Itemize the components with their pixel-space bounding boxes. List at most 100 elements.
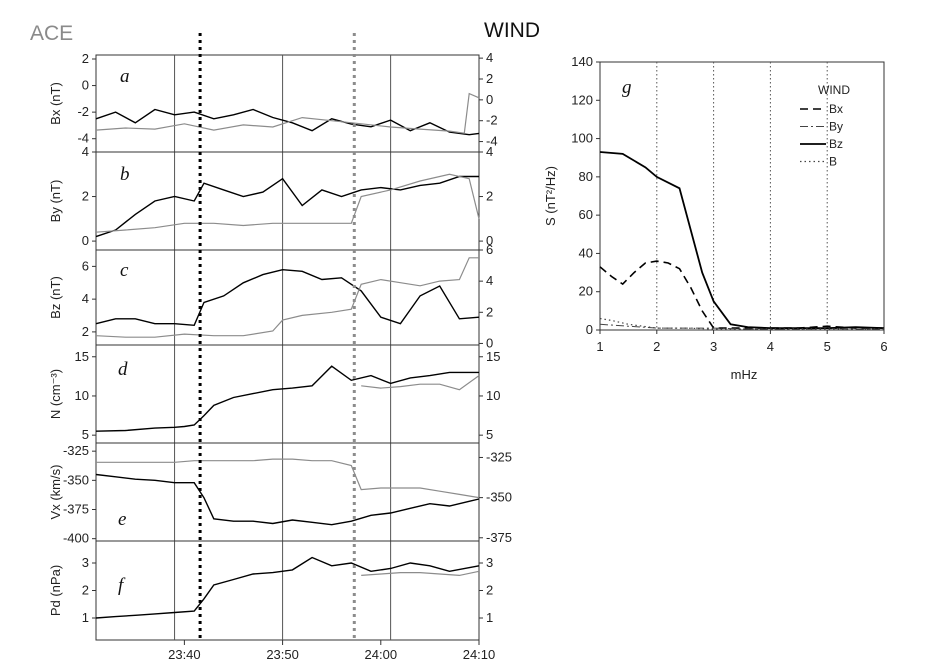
time-tick-label: 24:00	[365, 647, 398, 662]
left-tick-label: 3	[82, 555, 89, 570]
left-tick-label: -2	[77, 104, 89, 119]
panel-ylabel: By (nT)	[48, 180, 63, 223]
legend-label-bz: Bz	[829, 137, 843, 151]
legend-title: WIND	[818, 83, 850, 97]
left-tick-label: -350	[63, 472, 89, 487]
y-tick-label: 80	[579, 169, 593, 184]
right-tick-label: -325	[486, 449, 512, 464]
left-tick-label: 2	[82, 324, 89, 339]
left-tick-label: 4	[82, 291, 89, 306]
left-tick-label: 1	[82, 610, 89, 625]
series-ace-e	[96, 458, 480, 499]
panel-c: 6 4 2 6 4 2 0 Bz (nT) c	[48, 242, 493, 350]
legend-label-bx: Bx	[829, 102, 843, 116]
right-tick-label: 0	[486, 335, 493, 350]
legend-label-by: By	[829, 120, 843, 134]
y-tick-label: 60	[579, 207, 593, 222]
x-tick-label: 6	[880, 339, 887, 354]
panel-ylabel: Bx (nT)	[48, 82, 63, 125]
panel-b: 4 2 0 4 2 0 By (nT) b	[48, 144, 493, 248]
series-ace-b	[95, 173, 480, 233]
y-tick-label: 120	[571, 92, 593, 107]
spectrum-series-bx	[599, 260, 884, 329]
panel-label: d	[118, 359, 128, 380]
spectrum-frame	[599, 61, 885, 331]
y-tick-label: 140	[571, 54, 593, 69]
series-wind-d	[95, 365, 479, 432]
ace-title: ACE	[30, 22, 73, 45]
series-ace-a	[95, 92, 480, 134]
panel-d: 15 10 5 15 10 5 N (cm⁻³) d	[48, 344, 500, 442]
right-tick-label: -2	[486, 113, 498, 128]
right-tick-label: 2	[486, 583, 493, 598]
left-tick-label: -4	[77, 131, 89, 146]
right-tick-label: 4	[486, 273, 493, 288]
panel-a: 2 0 -2 -4 4 2 0 -2 -4 Bx (nT) a	[48, 50, 498, 148]
right-tick-label: 3	[486, 555, 493, 570]
right-tick-label: 10	[486, 388, 500, 403]
series-ace-c	[95, 257, 479, 338]
series-wind-b	[95, 175, 479, 238]
left-tick-label: 6	[82, 258, 89, 273]
legend-label-b: B	[829, 155, 837, 169]
right-tick-label: 2	[486, 71, 493, 86]
panel-label: b	[120, 164, 130, 185]
wind-title: WIND	[484, 19, 540, 42]
right-tick-label: 5	[486, 427, 493, 442]
right-tick-label: 1	[486, 610, 493, 625]
right-tick-label: 4	[486, 144, 493, 159]
panel-ylabel: Vx (km/s)	[48, 465, 63, 520]
series-ace-d	[361, 375, 480, 391]
series-wind-e	[95, 473, 480, 526]
x-tick-label: 5	[824, 339, 831, 354]
right-tick-label: 2	[486, 304, 493, 319]
right-tick-label: 6	[486, 242, 493, 257]
y-axis-label: S (nT²/Hz)	[543, 166, 558, 226]
left-tick-label: 2	[82, 189, 89, 204]
left-tick-label: 0	[82, 233, 89, 248]
series-wind-a	[95, 108, 480, 136]
left-tick-label: 2	[82, 51, 89, 66]
time-tick-label: 23:40	[168, 647, 201, 662]
panel-ylabel: Pd (nPa)	[48, 565, 63, 616]
x-tick-label: 1	[596, 339, 603, 354]
panel-label: e	[118, 509, 126, 530]
series-wind-f	[95, 556, 480, 619]
y-tick-label: 20	[579, 284, 593, 299]
right-tick-label: 15	[486, 349, 500, 364]
panel-f: 3 2 1 3 2 1 Pd (nPa) f	[48, 540, 493, 625]
right-tick-label: -4	[486, 134, 498, 149]
series-wind-c	[95, 268, 480, 327]
x-tick-label: 4	[767, 339, 774, 354]
panel-label: f	[118, 575, 126, 596]
series-ace-f	[361, 570, 480, 577]
x-axis-label: mHz	[731, 367, 758, 382]
left-plot-frame	[95, 54, 480, 641]
x-tick-label: 3	[710, 339, 717, 354]
left-tick-label: 2	[82, 583, 89, 598]
x-tick-label: 2	[653, 339, 660, 354]
panel-label: a	[120, 66, 130, 87]
time-tick-label: 24:10	[463, 647, 496, 662]
time-tick-label: 23:50	[266, 647, 299, 662]
panel-label: c	[120, 260, 129, 281]
left-tick-label: 5	[82, 427, 89, 442]
left-tick-label: 4	[82, 144, 89, 159]
spectrum-figure: 0 20 40 60 80 100 120 140 1 2 3 4 5 6 mHz S (nT²/Hz) g WI…	[543, 54, 888, 382]
right-tick-label: 2	[486, 189, 493, 204]
left-tick-label: 15	[75, 349, 89, 364]
right-tick-label: 4	[486, 50, 493, 65]
spectrum-series-bz	[599, 151, 885, 330]
panel-label: g	[622, 77, 632, 98]
y-tick-label: 100	[571, 131, 593, 146]
left-tick-label: -325	[63, 443, 89, 458]
left-tick-label: 10	[75, 388, 89, 403]
right-tick-label: 0	[486, 233, 493, 248]
left-tick-label: -375	[63, 502, 89, 517]
panel-ylabel: Bz (nT)	[48, 276, 63, 319]
y-tick-label: 0	[586, 322, 593, 337]
left-tick-label: -400	[63, 531, 89, 546]
y-tick-label: 40	[579, 245, 593, 260]
